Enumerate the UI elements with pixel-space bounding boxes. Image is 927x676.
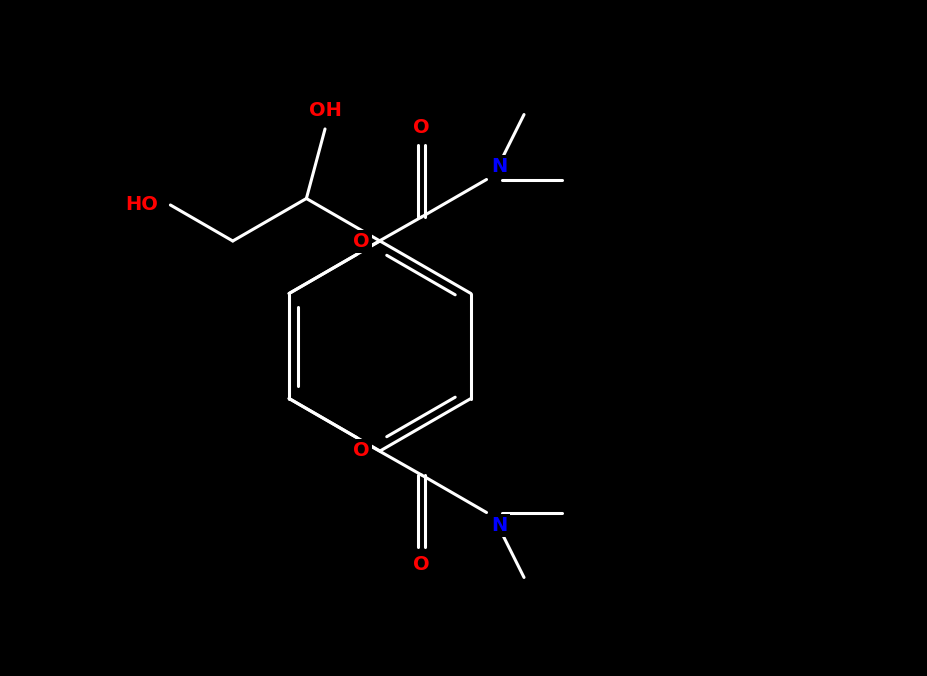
Text: O: O bbox=[413, 118, 429, 137]
Text: O: O bbox=[353, 232, 370, 251]
Text: O: O bbox=[353, 441, 370, 460]
Text: N: N bbox=[491, 157, 507, 176]
Text: N: N bbox=[491, 516, 507, 535]
Text: O: O bbox=[413, 556, 429, 575]
Text: HO: HO bbox=[125, 195, 159, 214]
Text: OH: OH bbox=[309, 101, 341, 120]
